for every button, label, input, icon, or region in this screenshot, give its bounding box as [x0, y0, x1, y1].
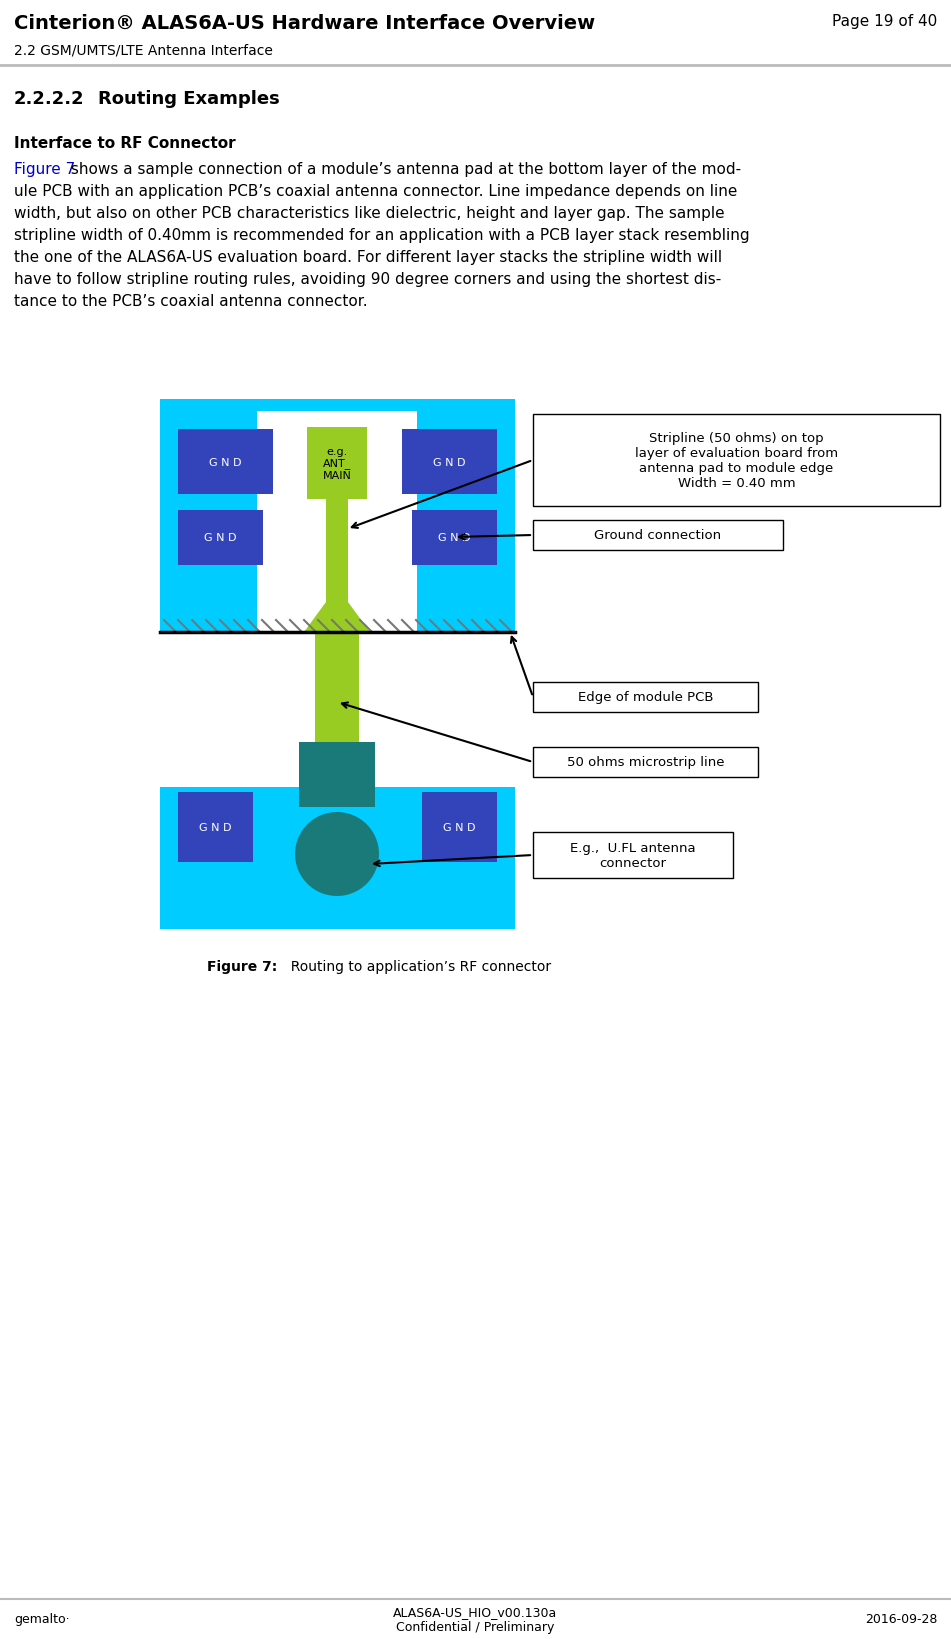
Text: Edge of module PCB: Edge of module PCB: [578, 692, 713, 705]
Bar: [257, 411, 417, 633]
Bar: [533, 415, 940, 506]
Bar: [160, 400, 515, 929]
Text: Ground connection: Ground connection: [594, 529, 722, 543]
Text: E.g.,  U.FL antenna
connector: E.g., U.FL antenna connector: [571, 841, 696, 869]
Text: Cinterion® ALAS6A-US Hardware Interface Overview: Cinterion® ALAS6A-US Hardware Interface …: [14, 15, 595, 33]
Text: 2016-09-28: 2016-09-28: [864, 1613, 937, 1626]
Bar: [315, 633, 359, 742]
Bar: [178, 793, 253, 862]
Bar: [533, 521, 783, 551]
Polygon shape: [304, 603, 370, 633]
Text: width, but also on other PCB characteristics like dielectric, height and layer g: width, but also on other PCB characteris…: [14, 207, 725, 221]
Text: have to follow stripline routing rules, avoiding 90 degree corners and using the: have to follow stripline routing rules, …: [14, 272, 721, 287]
Bar: [533, 682, 758, 713]
Text: G N D: G N D: [434, 457, 466, 467]
Text: the one of the ALAS6A-US evaluation board. For different layer stacks the stripl: the one of the ALAS6A-US evaluation boar…: [14, 249, 722, 266]
Bar: [402, 429, 497, 495]
Text: G N D: G N D: [443, 823, 476, 833]
Text: G N D: G N D: [204, 533, 237, 543]
Text: G N D: G N D: [438, 533, 471, 543]
Text: Page 19 of 40: Page 19 of 40: [832, 15, 937, 30]
Bar: [299, 742, 375, 808]
Text: shows a sample connection of a module’s antenna pad at the bottom layer of the m: shows a sample connection of a module’s …: [66, 162, 741, 177]
Bar: [533, 747, 758, 777]
Text: ule PCB with an application PCB’s coaxial antenna connector. Line impedance depe: ule PCB with an application PCB’s coaxia…: [14, 184, 737, 198]
Bar: [412, 511, 497, 565]
Bar: [178, 429, 273, 495]
Bar: [307, 428, 367, 500]
Text: Figure 7: Figure 7: [14, 162, 75, 177]
Text: G N D: G N D: [200, 823, 232, 833]
Text: Routing to application’s RF connector: Routing to application’s RF connector: [282, 959, 552, 974]
Text: 2.2 GSM/UMTS/LTE Antenna Interface: 2.2 GSM/UMTS/LTE Antenna Interface: [14, 44, 273, 57]
Text: e.g.
ANT_
MAIN: e.g. ANT_ MAIN: [322, 447, 352, 480]
Text: Interface to RF Connector: Interface to RF Connector: [14, 136, 236, 151]
Bar: [422, 793, 497, 862]
Bar: [533, 833, 733, 879]
Bar: [160, 633, 452, 787]
Text: Routing Examples: Routing Examples: [98, 90, 280, 108]
Bar: [326, 500, 348, 603]
Text: ALAS6A-US_HIO_v00.130a
Confidential / Preliminary: ALAS6A-US_HIO_v00.130a Confidential / Pr…: [393, 1605, 557, 1632]
Text: G N D: G N D: [209, 457, 242, 467]
Bar: [178, 511, 263, 565]
Text: 50 ohms microstrip line: 50 ohms microstrip line: [567, 756, 725, 769]
Text: Figure 7:: Figure 7:: [207, 959, 278, 974]
Text: tance to the PCB’s coaxial antenna connector.: tance to the PCB’s coaxial antenna conne…: [14, 293, 368, 308]
Text: 2.2.2.2: 2.2.2.2: [14, 90, 85, 108]
Text: Stripline (50 ohms) on top
layer of evaluation board from
antenna pad to module : Stripline (50 ohms) on top layer of eval…: [635, 431, 838, 490]
Bar: [382, 633, 515, 787]
Text: gemalto·: gemalto·: [14, 1613, 69, 1626]
Circle shape: [295, 813, 379, 897]
Text: stripline width of 0.40mm is recommended for an application with a PCB layer sta: stripline width of 0.40mm is recommended…: [14, 228, 749, 243]
